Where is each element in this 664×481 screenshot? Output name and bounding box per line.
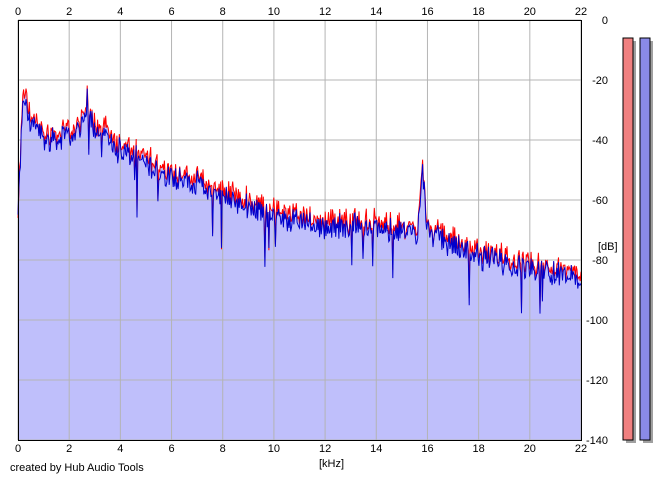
y-ticks: 0 -20 -40 -60 -80 -100 -120 -140 [586,15,608,447]
series-line-right [17,88,582,314]
x-tick-top-label: 20 [524,6,536,18]
x-tick-bottom-label: 6 [168,443,174,455]
level-meter-left [622,37,634,441]
footer-credit: created by Hub Audio Tools [10,462,144,474]
x-tick-bottom-label: 10 [268,443,280,455]
y-tick-label: 0 [602,15,608,27]
x-tick-bottom-label: 18 [473,443,485,455]
x-tick-top-label: 0 [15,6,21,18]
x-tick-top-label: 14 [370,6,382,18]
y-tick-label: -140 [586,435,608,447]
x-tick-bottom-label: 22 [575,443,587,455]
x-tick-top-label: 6 [168,6,174,18]
x-tick-top-label: 2 [66,6,72,18]
x-tick-bottom-label: 14 [370,443,382,455]
x-tick-bottom-label: 12 [319,443,331,455]
x-tick-bottom-label: 16 [421,443,433,455]
y-tick-label: -60 [592,195,608,207]
x-tick-bottom-label: 4 [117,443,123,455]
x-tick-top-label: 16 [421,6,433,18]
x-tick-bottom-label: 2 [66,443,72,455]
y-tick-label: -120 [586,375,608,387]
spectrum-series [17,85,582,314]
y-tick-label: -20 [592,75,608,87]
x-tick-bottom-label: 20 [524,443,536,455]
x-tick-top-label: 8 [220,6,226,18]
level-meter-right [639,37,651,441]
x-tick-top-label: 18 [473,6,485,18]
y-tick-label: -40 [592,135,608,147]
y-tick-label: -100 [586,315,608,327]
x-tick-top-label: 4 [117,6,123,18]
x-ticks-top: 0 2 4 6 8 10 12 14 16 18 20 22 [15,6,587,18]
x-tick-bottom-label: 8 [220,443,226,455]
x-tick-bottom-label: 0 [15,443,21,455]
x-ticks-bottom: 0 2 4 6 8 10 12 14 16 18 20 22 [15,443,587,455]
x-tick-top-label: 12 [319,6,331,18]
plot-border [18,20,582,441]
y-axis-label: [dB] [598,241,618,253]
x-tick-top-label: 22 [575,6,587,18]
y-tick-label: -80 [592,255,608,267]
x-tick-top-label: 10 [268,6,280,18]
level-meters [622,37,653,443]
x-axis-label: [kHz] [319,458,344,470]
